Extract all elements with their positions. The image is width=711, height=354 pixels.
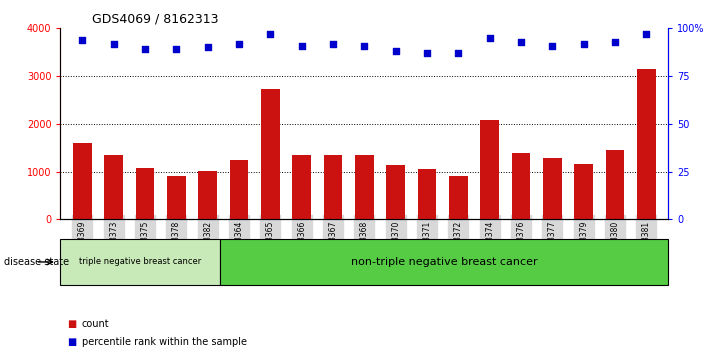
Point <box>233 41 245 46</box>
Bar <box>105 155 123 219</box>
Bar <box>481 120 499 219</box>
Point <box>139 46 151 52</box>
Bar <box>417 169 437 219</box>
Text: percentile rank within the sample: percentile rank within the sample <box>82 337 247 347</box>
Text: ■: ■ <box>68 337 77 347</box>
Bar <box>198 171 217 219</box>
Point <box>202 45 213 50</box>
Point <box>296 43 307 48</box>
Text: triple negative breast cancer: triple negative breast cancer <box>80 257 201 267</box>
Bar <box>637 69 656 219</box>
Bar <box>449 176 468 219</box>
Text: ■: ■ <box>68 319 77 329</box>
Bar <box>574 164 593 219</box>
Point <box>422 50 433 56</box>
Point <box>77 37 88 42</box>
Point <box>108 41 119 46</box>
Text: disease state: disease state <box>4 257 69 267</box>
Bar <box>230 160 248 219</box>
Point <box>264 31 276 37</box>
Point <box>609 39 621 45</box>
Point <box>453 50 464 56</box>
Bar <box>386 165 405 219</box>
Point <box>359 43 370 48</box>
Text: count: count <box>82 319 109 329</box>
Point <box>515 39 527 45</box>
Text: GDS4069 / 8162313: GDS4069 / 8162313 <box>92 12 219 25</box>
Bar <box>167 176 186 219</box>
Bar <box>324 155 343 219</box>
Bar <box>606 150 624 219</box>
Bar <box>543 158 562 219</box>
Bar <box>512 153 530 219</box>
Text: non-triple negative breast cancer: non-triple negative breast cancer <box>351 257 538 267</box>
Point <box>578 41 589 46</box>
Point <box>171 46 182 52</box>
Point <box>547 43 558 48</box>
Point <box>327 41 338 46</box>
Bar <box>73 143 92 219</box>
Bar <box>136 168 154 219</box>
Point <box>390 48 402 54</box>
Point <box>484 35 496 41</box>
Bar <box>292 155 311 219</box>
Bar <box>355 155 374 219</box>
Point <box>641 31 652 37</box>
Bar <box>261 90 280 219</box>
